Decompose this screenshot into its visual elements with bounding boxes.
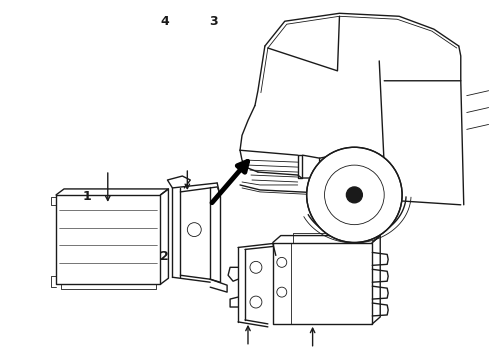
Text: 4: 4 (160, 14, 169, 27)
Circle shape (307, 147, 402, 243)
Circle shape (346, 187, 362, 203)
Text: 2: 2 (160, 250, 169, 263)
Text: 1: 1 (82, 190, 91, 203)
Text: 3: 3 (209, 14, 218, 27)
